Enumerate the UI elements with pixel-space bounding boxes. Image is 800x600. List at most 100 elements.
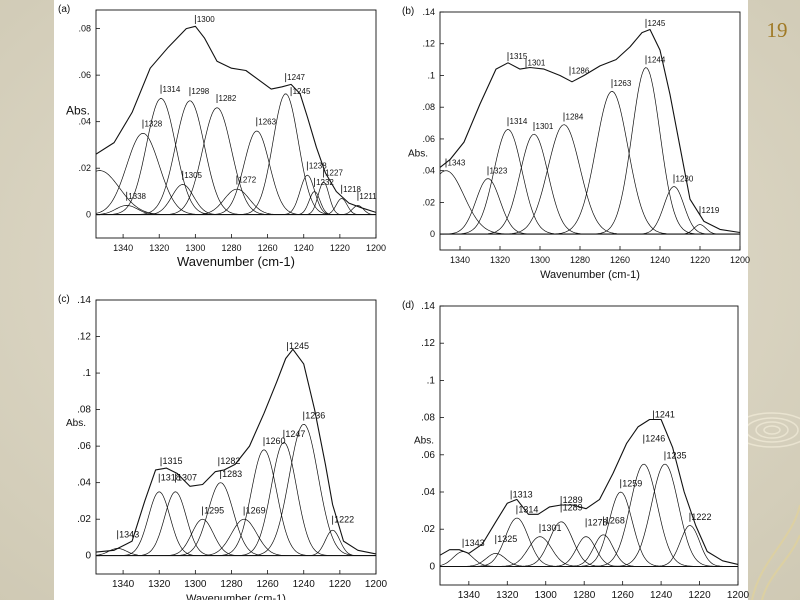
- y-axis-title: Abs.: [66, 418, 86, 429]
- envelope-spectrum: [440, 28, 740, 234]
- peak-label-1232: 1232: [316, 178, 334, 187]
- component-peak-1222: [96, 529, 376, 557]
- chart-svg: (a) 1340 1320 1300 1280 1260 1240 1220 1200 0 .02.…: [58, 4, 386, 269]
- component-peak-1343: [96, 548, 376, 557]
- plot-frame: [439, 11, 741, 251]
- x-axis-title: Wavenumber (cm-1): [186, 593, 286, 600]
- peak-label-1230: 1230: [676, 174, 694, 183]
- curve-group: [96, 25, 376, 216]
- x-tick-label: 1320: [496, 590, 519, 600]
- y-tick-label: .08: [78, 24, 91, 34]
- envelope-spectrum: [96, 348, 376, 555]
- x-tick-label: 1340: [450, 255, 470, 265]
- y-tick-label: .12: [77, 332, 91, 343]
- x-tick-label: 1240: [650, 590, 673, 600]
- peak-label-envelope-1245: 1245: [648, 19, 666, 28]
- y-tick-label: 0: [85, 551, 91, 562]
- peak-label-1236: 1236: [305, 411, 325, 421]
- y-tick-label: .08: [422, 102, 435, 112]
- y-axis-title: Abs.: [408, 148, 428, 159]
- peak-label-1278: 1278: [588, 517, 608, 527]
- figure: (a) 1340 1320 1300 1280 1260 1240 1220 1200 0 .02.…: [54, 0, 750, 600]
- y-tick-label: .08: [77, 405, 91, 416]
- peak-label-1289: 1289: [563, 502, 583, 512]
- y-tick-label: .1: [427, 70, 435, 80]
- x-tick-label: 1200: [727, 590, 750, 600]
- y-tick-label: .04: [77, 478, 91, 489]
- x-tick-label: 1220: [330, 243, 350, 253]
- x-tick-label: 1340: [458, 590, 481, 600]
- panel-b: (b) 1340 1320 1300 1280 1260 1240 1220 1200 0 .02.…: [398, 0, 750, 285]
- x-tick-label: 1220: [329, 579, 352, 590]
- peak-label-1263: 1263: [614, 79, 632, 88]
- y-tick-label: .06: [77, 441, 91, 452]
- y-tick-label: 0: [430, 229, 435, 239]
- peak-label-envelope-1241: 1241: [655, 409, 675, 419]
- peak-label-1268: 1268: [605, 515, 625, 525]
- curve-group: [440, 418, 738, 567]
- peak-label-1301: 1301: [541, 523, 561, 533]
- panel-c: (c) 1340 1320 1300 1280 1260 1240 1220 1200 0 .02.…: [54, 270, 398, 600]
- y-axis-title: Abs.: [414, 436, 434, 447]
- x-tick-label: 1280: [221, 243, 241, 253]
- y-tick-label: .04: [422, 166, 435, 176]
- x-tick-label: 1200: [366, 243, 386, 253]
- plot-frame: [95, 9, 377, 239]
- peak-label-1328: 1328: [144, 120, 162, 129]
- x-tick-label: 1280: [573, 590, 596, 600]
- peak-label-1318: 1318: [161, 473, 181, 483]
- panel-d: (d) 1340 1320 1300 1280 1260 1240 1220 1200 0 .02.…: [398, 270, 750, 600]
- peak-label-envelope-1245: 1245: [289, 341, 309, 351]
- peak-label-1343: 1343: [465, 538, 485, 548]
- x-tick-label: 1260: [258, 243, 278, 253]
- peak-label-1272: 1272: [238, 175, 256, 184]
- peak-label-envelope-1315: 1315: [510, 52, 528, 61]
- peak-label-1219: 1219: [702, 206, 720, 215]
- peak-label-1235: 1235: [666, 450, 686, 460]
- x-tick-label: 1340: [112, 579, 135, 590]
- x-tick-label: 1300: [535, 590, 558, 600]
- plot-frame: [439, 305, 739, 586]
- envelope-spectrum: [96, 25, 376, 213]
- x-tick-label: 1220: [688, 590, 711, 600]
- panel-letter: (b): [402, 6, 414, 17]
- component-peak-1218: [96, 198, 376, 216]
- x-axis-title: Wavenumber (cm-1): [540, 269, 640, 281]
- peak-label-1283: 1283: [222, 469, 242, 479]
- y-tick-label: .12: [421, 338, 435, 349]
- x-tick-label: 1280: [570, 255, 590, 265]
- peak-label-1246: 1246: [645, 434, 665, 444]
- panel-letter: (c): [58, 294, 70, 305]
- y-tick-label: 0: [86, 210, 91, 220]
- peak-label-1305: 1305: [184, 171, 202, 180]
- peak-label-envelope-1286: 1286: [572, 66, 590, 75]
- x-tick-label: 1200: [730, 255, 750, 265]
- peak-label-1343: 1343: [119, 529, 139, 539]
- y-tick-label: .02: [77, 514, 91, 525]
- peak-label-1314: 1314: [518, 504, 538, 514]
- x-tick-label: 1320: [490, 255, 510, 265]
- peak-label-envelope-1282: 1282: [220, 456, 240, 466]
- y-tick-label: .1: [427, 375, 436, 386]
- component-peak-1222: [440, 525, 738, 567]
- x-tick-label: 1320: [149, 243, 169, 253]
- x-tick-label: 1280: [220, 579, 243, 590]
- y-tick-label: .02: [78, 163, 91, 173]
- component-peak-1301: [440, 133, 740, 235]
- panel-letter: (a): [58, 4, 70, 15]
- x-tick-label: 1300: [185, 243, 205, 253]
- y-tick-label: .02: [421, 524, 435, 535]
- x-tick-label: 1200: [365, 579, 388, 590]
- swirl-decoration: [751, 504, 800, 600]
- peak-label-1222: 1222: [691, 512, 711, 522]
- peak-label-1247: 1247: [285, 429, 305, 439]
- peak-label-1325: 1325: [497, 534, 517, 544]
- peak-label-envelope-1289: 1289: [563, 495, 583, 505]
- peak-label-1247: 1247: [287, 73, 305, 82]
- x-tick-label: 1260: [256, 579, 279, 590]
- x-tick-label: 1220: [690, 255, 710, 265]
- x-tick-label: 1260: [612, 590, 635, 600]
- peak-label-1222: 1222: [334, 515, 354, 525]
- peak-label-1263: 1263: [258, 117, 276, 126]
